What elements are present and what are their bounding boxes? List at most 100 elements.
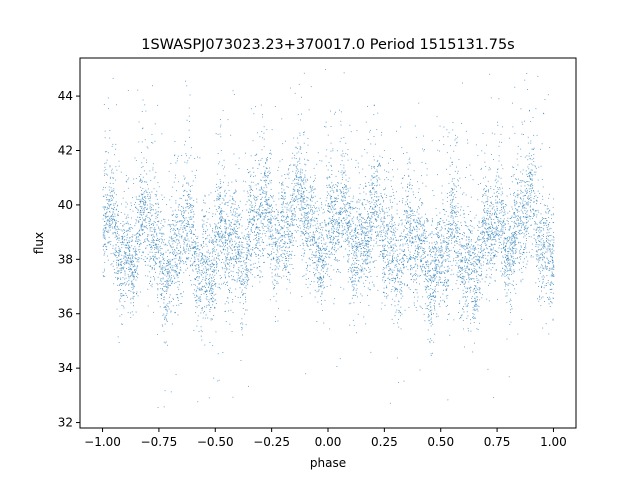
data-point [528,155,530,157]
data-point [174,225,176,227]
data-point [250,264,252,266]
data-point [485,191,487,193]
data-point [145,261,146,262]
data-point [501,252,502,253]
data-point [151,257,152,259]
data-point [548,243,550,244]
data-point [298,83,300,85]
data-point [132,275,134,277]
data-point [236,258,238,260]
data-point [284,253,286,255]
data-point [529,109,530,111]
data-point [129,247,130,248]
data-point [182,184,184,186]
data-point [487,189,489,191]
data-point [154,176,156,178]
data-point [127,247,129,248]
data-point [259,213,261,215]
data-point [269,212,271,214]
data-point [330,150,332,152]
data-point [165,269,167,270]
data-point [158,250,159,252]
data-point [398,300,399,302]
data-point [307,207,309,209]
data-point [264,226,266,227]
data-point [345,214,347,216]
data-point [383,240,384,241]
data-point [427,316,429,318]
data-point [220,221,222,222]
data-point [244,283,245,284]
data-point [528,198,530,200]
data-point [472,246,474,248]
data-point [198,284,200,285]
data-point [286,202,288,204]
data-point [553,239,555,241]
data-point [505,229,506,231]
data-point [373,245,375,247]
data-point [552,206,554,208]
data-point [307,225,309,227]
data-point [520,189,522,191]
data-point [391,216,393,218]
data-point [209,264,211,265]
data-point [524,235,526,237]
data-point [393,269,395,271]
data-point [486,223,488,225]
data-point [486,238,488,240]
data-point [430,294,431,295]
data-point [310,187,312,189]
data-point [239,277,241,279]
data-point [371,166,373,167]
data-point [142,229,143,230]
data-point [482,133,484,134]
data-point [111,168,113,170]
data-point [418,207,420,209]
data-point [214,231,216,233]
data-point [240,282,242,284]
data-point [129,270,131,272]
data-point [540,203,542,204]
data-point [215,303,217,304]
data-point [550,248,552,250]
data-point [226,254,228,256]
data-point [216,272,217,274]
data-point [223,219,225,221]
data-point [481,232,483,233]
data-point [317,214,319,216]
data-point [252,285,253,287]
data-point [191,197,193,199]
data-point [112,233,114,235]
data-point [441,273,443,274]
data-point [295,200,296,201]
data-point [401,261,403,263]
data-point [145,222,147,223]
data-point [120,279,122,280]
data-point [338,227,340,229]
data-point [291,215,293,217]
data-point [124,262,126,264]
data-point [154,256,156,257]
data-point [291,235,293,237]
data-point [220,187,222,188]
data-point [150,257,152,259]
data-point [266,180,268,181]
data-point [212,240,214,242]
data-point [509,324,511,325]
data-point [248,215,250,217]
data-point [417,236,419,238]
data-point [375,218,377,220]
data-point [128,284,129,286]
data-point [465,194,467,196]
data-point [281,188,283,190]
data-point [196,201,198,203]
data-point [225,257,227,259]
data-point [466,245,468,247]
data-point [508,236,510,238]
data-point [231,292,233,294]
data-point [404,175,405,176]
data-point [396,259,398,261]
data-point [545,212,547,214]
data-point [447,246,449,248]
data-point [363,231,365,233]
